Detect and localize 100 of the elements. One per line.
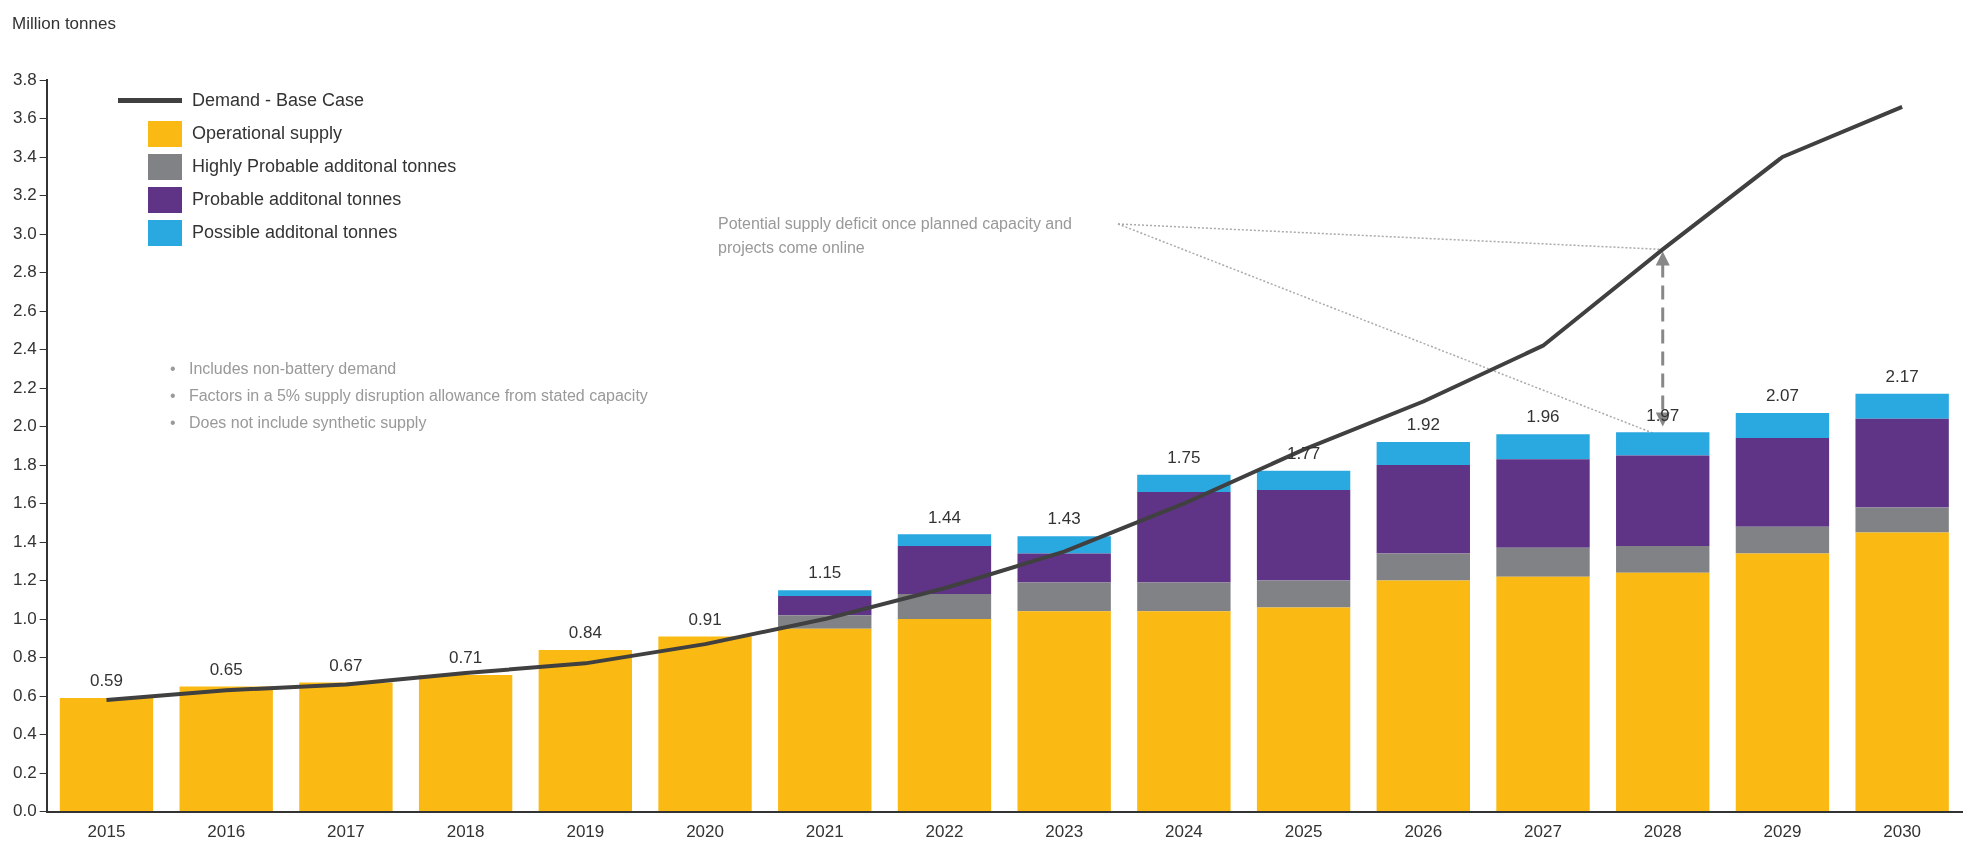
total-label: 1.92 — [1406, 415, 1440, 435]
legend-label: Highly Probable additonal tonnes — [192, 156, 457, 177]
bar — [1496, 547, 1590, 577]
bar — [1855, 418, 1949, 508]
bar — [538, 649, 633, 812]
bar — [778, 628, 872, 812]
bar — [1855, 532, 1949, 812]
bar — [1735, 553, 1830, 812]
total-label: 0.91 — [688, 609, 722, 629]
legend-label: Demand - Base Case — [192, 90, 365, 111]
x-tick-label: 2025 — [1284, 822, 1323, 842]
y-tick-label: 3.8 — [12, 69, 37, 89]
total-label: 0.71 — [449, 648, 483, 668]
y-tick-label: 2.8 — [12, 262, 37, 282]
bar — [1616, 545, 1710, 573]
y-tick-label: 2.4 — [12, 339, 37, 359]
annotation: • Includes non-battery demand — [170, 360, 398, 379]
bar — [658, 636, 752, 812]
bar — [1616, 432, 1710, 456]
bar — [897, 545, 992, 595]
legend-label: Possible additonal tonnes — [192, 222, 398, 243]
y-tick-label: 0.0 — [12, 801, 37, 821]
x-tick-label: 2015 — [87, 822, 126, 842]
y-tick-label: 3.4 — [12, 146, 37, 166]
annotation: • Does not include synthetic supply — [170, 414, 428, 433]
total-label: 0.84 — [568, 623, 602, 643]
total-label: 0.65 — [209, 659, 243, 679]
y-tick-label: 0.8 — [12, 647, 37, 667]
bar — [1496, 459, 1590, 548]
bar — [1735, 438, 1830, 527]
bar — [1616, 455, 1710, 546]
x-tick-label: 2027 — [1524, 822, 1562, 842]
y-tick-label: 2.2 — [12, 377, 37, 397]
x-tick-label: 2022 — [925, 822, 964, 842]
total-label: 0.59 — [89, 671, 124, 691]
bar — [1855, 507, 1949, 533]
bar — [59, 698, 154, 812]
x-tick-label: 2020 — [686, 822, 724, 842]
bar — [1496, 576, 1590, 812]
y-tick-label: 3.6 — [12, 108, 37, 128]
y-tick-label: 1.0 — [12, 608, 37, 628]
x-tick-label: 2018 — [446, 822, 485, 842]
bar — [1137, 611, 1231, 812]
bar — [897, 594, 992, 620]
total-label: 1.96 — [1526, 407, 1560, 427]
bar — [418, 674, 513, 812]
annotation: Potential supply deficit once planned capacity and projects come online — [718, 214, 1073, 258]
bar — [1017, 582, 1111, 612]
y-tick-label: 3.2 — [12, 185, 37, 205]
bar — [1137, 492, 1231, 583]
bar — [897, 619, 992, 812]
bar — [1137, 474, 1231, 493]
bar — [1376, 580, 1470, 812]
x-tick-label: 2030 — [1883, 822, 1922, 842]
x-tick-label: 2029 — [1763, 822, 1802, 842]
bar — [1017, 553, 1111, 583]
bar — [1376, 441, 1470, 466]
bar — [299, 682, 393, 812]
annotation: • Factors in a 5% supply disruption allowance from stated capacity — [170, 387, 648, 406]
y-tick-label: 1.4 — [12, 531, 37, 551]
legend-label: Operational supply — [192, 123, 343, 144]
bar — [1256, 470, 1351, 491]
y-tick-label: 1.8 — [12, 454, 37, 474]
y-tick-label: 2.6 — [12, 300, 37, 320]
total-label: 1.75 — [1167, 447, 1201, 467]
bar — [1616, 572, 1710, 812]
y-tick-label: 3.0 — [12, 223, 37, 243]
total-label: 0.67 — [329, 655, 363, 675]
bar — [179, 686, 273, 812]
bar — [1017, 611, 1111, 812]
x-tick-label: 2017 — [326, 822, 365, 842]
y-tick-label: 1.2 — [12, 570, 37, 590]
bar — [1256, 490, 1351, 581]
bar — [1256, 580, 1351, 608]
bar — [1496, 434, 1590, 460]
bar — [897, 534, 992, 546]
bar — [1855, 393, 1949, 419]
bar — [1735, 413, 1830, 439]
x-tick-label: 2019 — [566, 822, 605, 842]
bar — [1256, 607, 1351, 812]
bar — [1137, 582, 1231, 612]
y-tick-label: 2.0 — [12, 416, 37, 436]
y-tick-label: 0.6 — [12, 685, 37, 705]
y-tick-label: 0.4 — [12, 724, 37, 744]
total-label: 1.97 — [1646, 405, 1680, 425]
x-tick-label: 2028 — [1643, 822, 1682, 842]
x-tick-label: 2026 — [1404, 822, 1443, 842]
x-tick-label: 2024 — [1164, 822, 1203, 842]
y-tick-label: 0.2 — [12, 762, 37, 782]
bar — [1376, 465, 1470, 554]
total-label: 1.43 — [1047, 509, 1081, 529]
total-label: 2.07 — [1765, 386, 1799, 406]
total-label: 1.15 — [808, 563, 842, 583]
bar — [778, 590, 872, 596]
y-axis-title: Million tonnes — [12, 14, 116, 34]
y-tick-label: 1.6 — [12, 493, 37, 513]
total-label: 2.17 — [1885, 367, 1919, 387]
bar — [778, 595, 872, 616]
bar — [1376, 553, 1470, 581]
legend-label: Probable additonal tonnes — [192, 189, 402, 210]
